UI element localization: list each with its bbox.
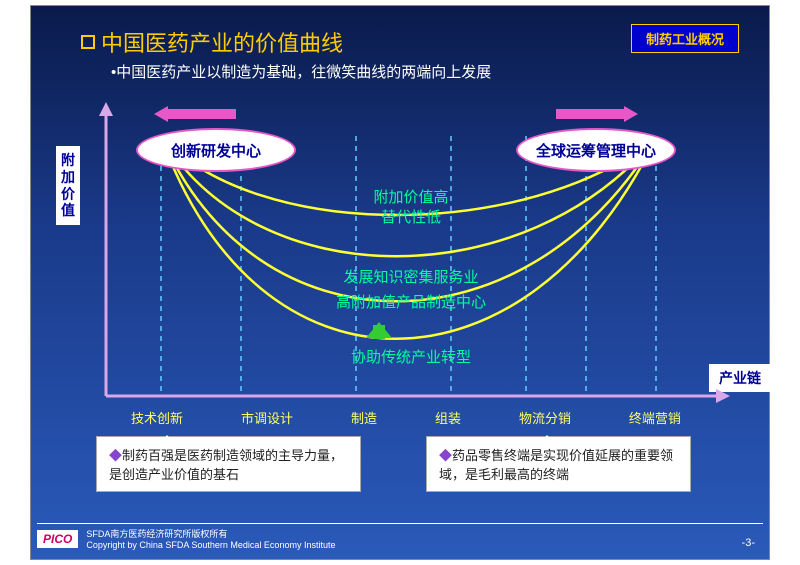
slide: 中国医药产业的价值曲线 制药工业概况 •中国医药产业以制造为基础，往微笑曲线的两… [30, 5, 770, 560]
corner-badge: 制药工业概况 [631, 24, 739, 53]
footer: PICO SFDA南方医药经济研究所版权所有 Copyright by Chin… [37, 523, 763, 553]
center-label-4: 协助传统产业转型 [76, 346, 746, 367]
diamond-icon: ◆ [439, 448, 452, 463]
x-tick: 市调设计 [241, 408, 293, 427]
page-number: -3- [742, 537, 755, 549]
x-axis-ticks: 技术创新 市调设计 制造 组装 物流分销 终端营销 [131, 408, 681, 427]
x-tick: 终端营销 [629, 408, 681, 427]
slide-title: 中国医药产业的价值曲线 [101, 26, 343, 58]
logo: PICO [37, 530, 78, 548]
up-arrow-icon [366, 309, 392, 339]
subtitle: •中国医药产业以制造为基础，往微笑曲线的两端向上发展 [111, 61, 491, 82]
diamond-icon: ◆ [109, 448, 122, 463]
center-label-1a: 附加价值高 [76, 186, 746, 207]
x-tick: 组装 [435, 408, 461, 427]
callout-right-text: 药品零售终端是实现价值延展的重要领域，是毛利最高的终端 [439, 448, 673, 482]
arrow-left-icon [146, 106, 236, 122]
smile-curve-chart: 附加价值 产业链 创新研发中心 全球运筹管理中心 附加价值高 替代性低 发展知识… [76, 96, 746, 486]
x-tick: 制造 [351, 408, 377, 427]
left-oval: 创新研发中心 [136, 128, 296, 172]
callout-left: ◆制药百强是医药制造领域的主导力量，是创造产业价值的基石 [96, 436, 361, 492]
callout-right: ◆药品零售终端是实现价值延展的重要领域，是毛利最高的终端 [426, 436, 691, 492]
footer-line-2: Copyright by China SFDA Southern Medical… [86, 540, 335, 550]
center-label-2: 发展知识密集服务业 [76, 266, 746, 287]
footer-line-1: SFDA南方医药经济研究所版权所有 [86, 527, 335, 540]
right-oval: 全球运筹管理中心 [516, 128, 676, 172]
arrow-right-icon [556, 106, 646, 122]
footer-text: SFDA南方医药经济研究所版权所有 Copyright by China SFD… [86, 527, 335, 550]
title-row: 中国医药产业的价值曲线 [81, 26, 343, 58]
title-bullet-icon [81, 35, 95, 49]
center-label-1b: 替代性低 [76, 206, 746, 227]
callout-left-text: 制药百强是医药制造领域的主导力量，是创造产业价值的基石 [109, 448, 343, 482]
center-label-3: 高附加值产品制造中心 [76, 291, 746, 312]
